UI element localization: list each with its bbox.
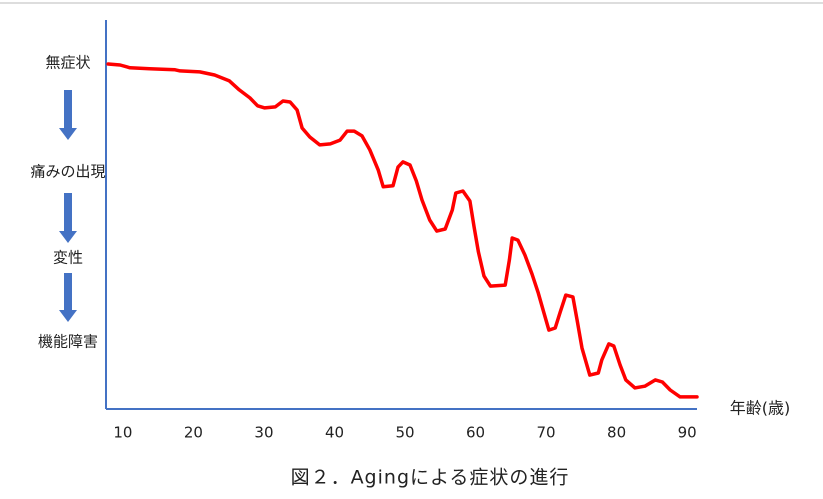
x-tick-label: 40: [325, 424, 344, 442]
y-tick-label: 痛みの出現: [30, 162, 105, 180]
x-tick-label: 50: [395, 424, 414, 442]
y-tick-label: 無症状: [45, 53, 90, 71]
arrow: [59, 193, 77, 243]
x-tick-label: 80: [607, 424, 626, 442]
x-tick-label: 10: [113, 424, 132, 442]
x-tick-label: 70: [537, 424, 556, 442]
x-axis-label: 年齢(歳): [730, 399, 791, 418]
x-tick-label: 90: [678, 424, 697, 442]
y-tick-label: 変性: [53, 249, 83, 267]
arrow: [59, 273, 77, 322]
y-tick-label: 機能障害: [38, 332, 98, 350]
x-tick-label: 60: [466, 424, 485, 442]
caption: 図２．Agingによる症状の進行: [291, 467, 570, 489]
x-tick-label: 20: [184, 424, 203, 442]
series-line: [106, 62, 699, 399]
arrow: [59, 90, 77, 140]
y-arrows: [59, 90, 77, 322]
x-tick-label: 30: [254, 424, 273, 442]
